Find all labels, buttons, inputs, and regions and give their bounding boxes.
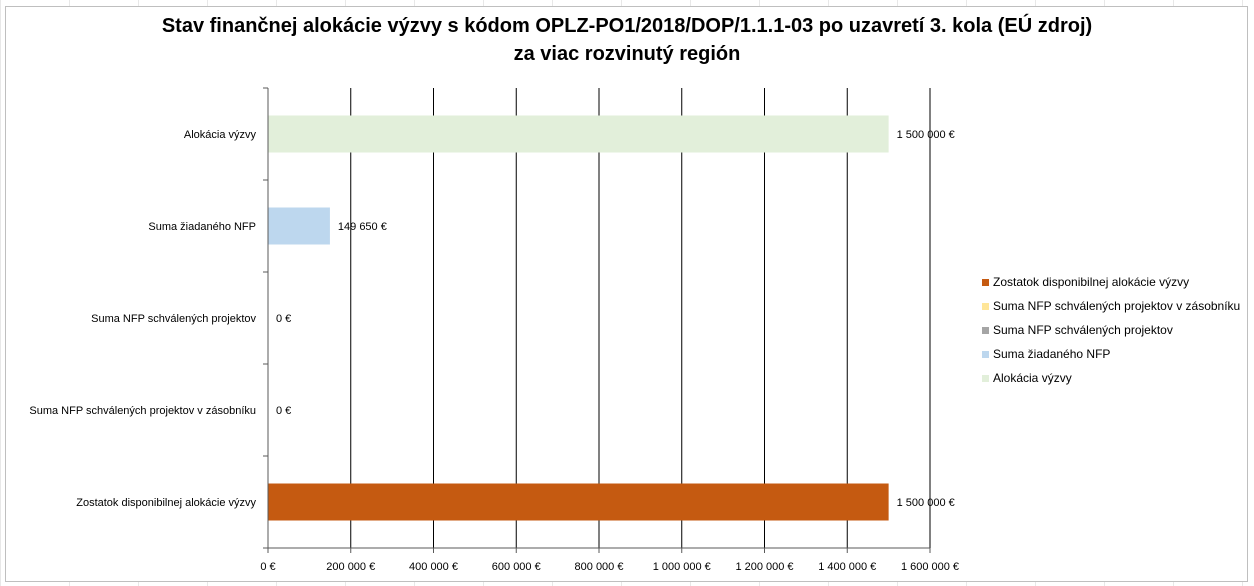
category-labels: Alokácia výzvy Suma žiadaného NFP Suma NFP… (29, 129, 256, 509)
bar[interactable] (268, 115, 889, 153)
legend-item[interactable]: Zostatok disponibilnej alokácie výzvy (982, 270, 1240, 294)
category-label: Zostatok disponibilnej alokácie výzvy (76, 497, 256, 509)
category-label: Suma žiadaného NFP (148, 221, 256, 233)
category-label: Suma NFP schválených projektov v zásobní… (29, 405, 256, 417)
legend-swatch (982, 374, 989, 382)
x-tick-label: 200 000 € (326, 561, 375, 573)
category-label: Suma NFP schválených projektov (91, 313, 256, 325)
legend-item[interactable]: Alokácia výzvy (982, 366, 1240, 390)
data-label: 1 500 000 € (897, 129, 955, 141)
chart-title: Stav finančnej alokácie výzvy s kódom OP… (0, 12, 1254, 68)
axes (263, 87, 931, 553)
category-label: Alokácia výzvy (184, 129, 257, 141)
legend: Zostatok disponibilnej alokácie výzvy Sum… (982, 270, 1240, 390)
bar[interactable] (268, 207, 330, 245)
chart-title-line-1: Stav finančnej alokácie výzvy s kódom OP… (161, 15, 1093, 37)
x-tick-label: 1 000 000 € (653, 561, 711, 573)
legend-swatch (982, 278, 989, 286)
data-label: 0 € (276, 313, 291, 325)
gridlines (350, 88, 931, 548)
legend-swatch (982, 326, 989, 334)
x-tick-label: 0 € (260, 561, 275, 573)
legend-swatch (982, 302, 989, 310)
legend-label: Zostatok disponibilnej alokácie výzvy (993, 275, 1190, 289)
legend-item[interactable]: Suma NFP schválených projektov (982, 318, 1240, 342)
legend-swatch (982, 350, 989, 358)
legend-item[interactable]: Suma žiadaného NFP (982, 342, 1240, 366)
bars (268, 115, 889, 521)
legend-item[interactable]: Suma NFP schválených projektov v zásobní… (982, 294, 1240, 318)
data-label: 149 650 € (338, 221, 387, 233)
data-label: 0 € (276, 405, 291, 417)
x-tick-label: 600 000 € (492, 561, 541, 573)
data-labels: 1 500 000 € 149 650 € 0 € 0 € 1 500 000 € (276, 129, 955, 509)
legend-label: Alokácia výzvy (993, 371, 1072, 385)
x-tick-label: 1 600 000 € (901, 561, 959, 573)
x-tick-label: 800 000 € (575, 561, 624, 573)
legend-label: Suma NFP schválených projektov (993, 323, 1173, 337)
x-tick-label: 1 400 000 € (818, 561, 876, 573)
bar[interactable] (268, 483, 889, 521)
data-label: 1 500 000 € (897, 497, 955, 509)
chart-title-line-2: za viac rozvinutý región (513, 43, 741, 65)
x-tick-label: 1 200 000 € (735, 561, 793, 573)
x-tick-label: 400 000 € (409, 561, 458, 573)
x-tick-labels: 0 € 200 000 € 400 000 € 600 000 € 800 000 € 1… (260, 561, 959, 573)
legend-label: Suma žiadaného NFP (993, 347, 1111, 361)
legend-label: Suma NFP schválených projektov v zásobní… (993, 299, 1241, 313)
